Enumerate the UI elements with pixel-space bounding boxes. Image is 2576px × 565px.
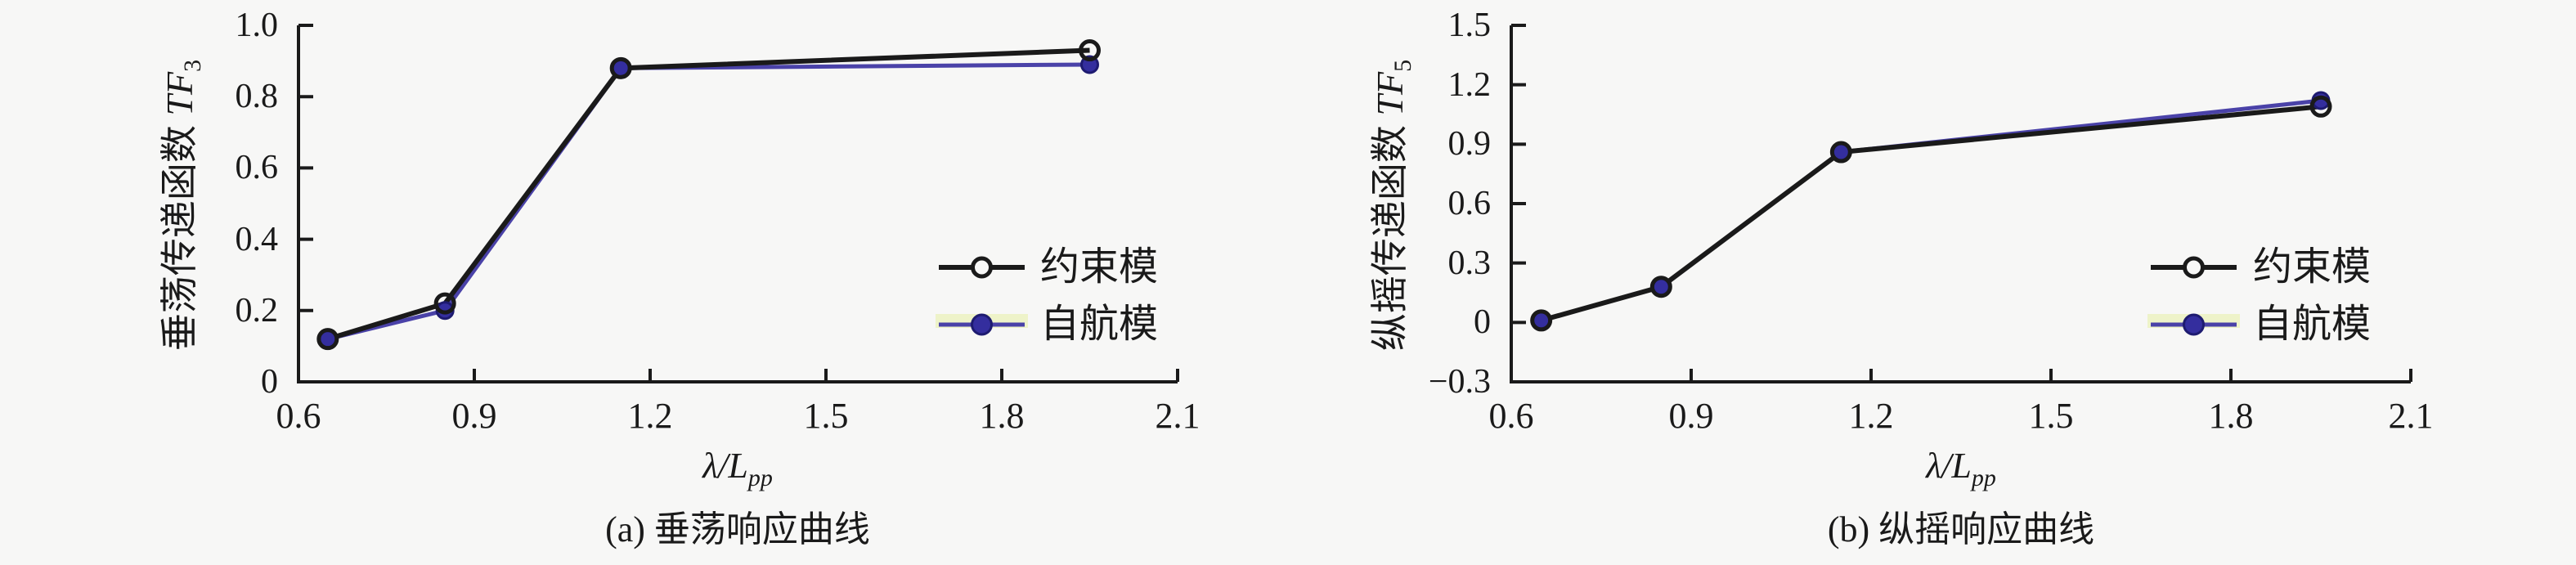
pitch-x-axis-label-var: λ/L <box>1926 446 1972 486</box>
pitch-x-tick-label: 0.9 <box>1668 396 1714 436</box>
pitch-marker-constrained <box>1649 276 1672 298</box>
heave-x-axis-label-sub: pp <box>747 464 773 491</box>
heave-y-axis-label-sub: 3 <box>179 59 207 72</box>
pitch-marker-constrained <box>1530 309 1553 332</box>
pitch-x-tick-label: 1.8 <box>2208 396 2254 436</box>
heave-x-tick-label: 2.1 <box>1155 396 1200 436</box>
heave-legend-label-constrained: 约束模 <box>1040 245 1159 289</box>
heave-marker-constrained <box>316 328 339 351</box>
heave-y-tick-label: 0.6 <box>235 149 279 187</box>
pitch-legend-label-self-propelled: 自航模 <box>2253 303 2372 346</box>
pitch-legend-marker-constrained <box>2183 256 2205 279</box>
heave-x-tick-label: 1.5 <box>803 396 849 436</box>
heave-marker-constrained <box>1079 39 1101 62</box>
pitch-legend-marker-self-propelled <box>2183 313 2205 336</box>
heave-y-tick-label: 0.4 <box>235 220 279 258</box>
pitch-y-tick-label: 0.6 <box>1447 185 1492 222</box>
pitch-legend-label-constrained: 约束模 <box>2253 245 2372 289</box>
pitch-marker-constrained <box>1829 141 1852 164</box>
heave-marker-constrained <box>609 56 632 79</box>
pitch-x-tick-label: 1.2 <box>1848 396 1894 436</box>
pitch-y-tick-label: 0 <box>1474 303 1491 342</box>
heave-caption: (a) 垂荡响应曲线 <box>605 509 870 549</box>
pitch-y-tick-label: 1.5 <box>1447 7 1492 44</box>
pitch-x-tick-label: 1.5 <box>2028 396 2074 436</box>
pitch-x-tick-label: 0.6 <box>1488 396 1534 436</box>
heave-legend-label-self-propelled: 自航模 <box>1040 303 1159 346</box>
pitch-y-tick-label: −0.3 <box>1428 363 1491 401</box>
heave-x-tick-label: 0.9 <box>451 396 497 436</box>
heave-line-self-propelled <box>327 62 1090 342</box>
pitch-y-tick-label: 0.9 <box>1447 125 1492 164</box>
heave-x-tick-label: 1.8 <box>979 396 1025 436</box>
heave-line-constrained <box>326 47 1090 342</box>
heave-x-tick-label: 1.2 <box>627 396 673 436</box>
heave-y-tick-label: 0.2 <box>235 291 279 330</box>
pitch-caption: (b) 纵摇响应曲线 <box>1827 509 2095 549</box>
pitch-line-constrained <box>1540 104 2322 323</box>
heave-y-tick-label: 0 <box>261 363 278 401</box>
heave-y-tick-label: 1.0 <box>235 7 279 44</box>
pitch-y-tick-label: 0.3 <box>1447 244 1492 282</box>
heave-x-axis-label: λ/Lpp <box>615 443 860 491</box>
pitch-x-tick-label: 2.1 <box>2388 396 2434 436</box>
pitch-x-axis-label: λ/Lpp <box>1838 443 2084 491</box>
heave-axes <box>297 25 1178 383</box>
heave-x-axis-label-var: λ/L <box>702 446 748 486</box>
pitch-x-axis-label-sub: pp <box>1971 464 1996 491</box>
heave-legend-marker-self-propelled <box>971 313 993 336</box>
pitch-marker-constrained <box>2309 95 2332 118</box>
heave-y-tick-label: 0.8 <box>235 78 279 116</box>
heave-marker-constrained <box>433 292 456 315</box>
pitch-y-tick-label: 1.2 <box>1447 65 1492 104</box>
heave-legend-marker-constrained <box>971 256 993 279</box>
heave-x-tick-label: 0.6 <box>276 396 321 436</box>
